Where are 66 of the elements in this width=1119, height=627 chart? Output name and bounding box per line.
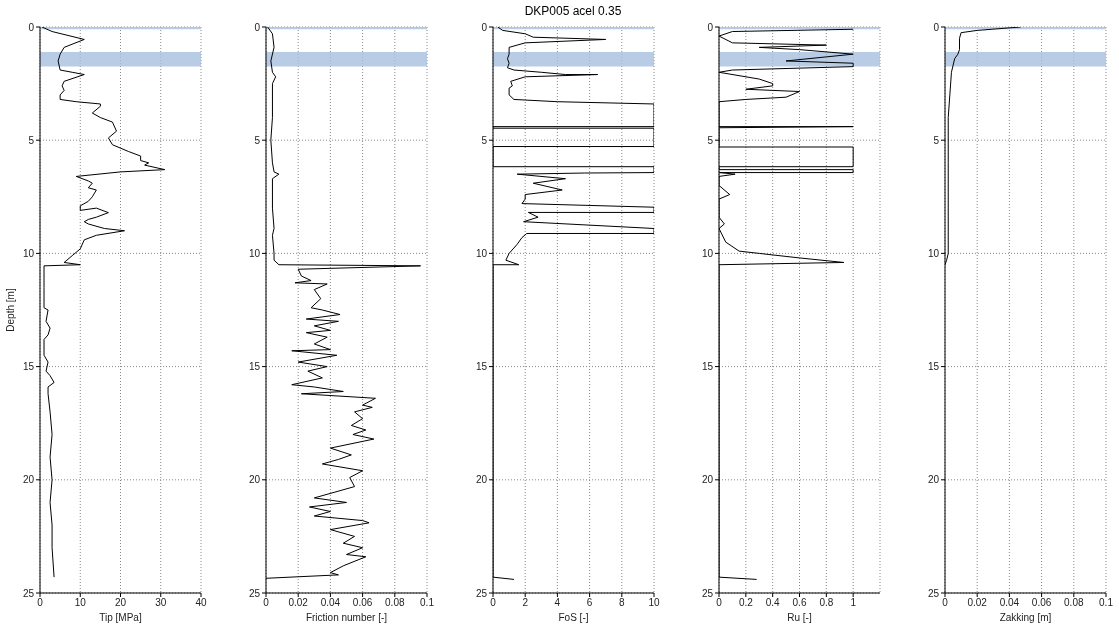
x-tick-label: 0.6 [792, 597, 807, 609]
y-tick-label: 0 [28, 21, 35, 33]
x-tick-label: 0 [263, 597, 270, 609]
y-tick-label: 5 [933, 134, 940, 146]
x-tick-label: 0.2 [738, 597, 753, 609]
x-tick-label: 4 [554, 597, 561, 609]
x-tick-label: 0 [489, 597, 496, 609]
y-tick-label: 15 [249, 361, 261, 373]
y-tick-label: 20 [927, 474, 940, 486]
y-tick-label: 25 [701, 587, 714, 599]
y-tick-label: 10 [927, 247, 940, 259]
x-tick-label: 0.08 [385, 597, 406, 609]
y-tick-label: 0 [707, 21, 714, 33]
x-tick-label: 0 [37, 597, 44, 609]
y-tick-label: 0 [933, 21, 940, 33]
x-tick-label: 1 [850, 597, 857, 609]
y-tick-label: 15 [22, 361, 35, 373]
x-tick-label: 2 [521, 597, 528, 609]
y-tick-label: 20 [475, 474, 487, 486]
y-tick-label: 5 [254, 134, 261, 146]
y-tick-label: 5 [707, 134, 714, 146]
x-tick-label: 0.04 [320, 597, 341, 609]
y-tick-label: 10 [249, 247, 261, 259]
x-axis-title: Tip [MPa] [99, 612, 142, 623]
x-tick-label: 6 [586, 597, 593, 609]
x-tick-label: 8 [618, 597, 625, 609]
x-tick-label: 0.8 [819, 597, 834, 609]
x-tick-label: 0.1 [1099, 597, 1114, 609]
y-axis-title: Depth [m] [4, 288, 16, 332]
y-tick-label: 15 [475, 361, 487, 373]
y-tick-label: 25 [22, 587, 35, 599]
y-tick-label: 10 [701, 247, 714, 259]
y-tick-label: 15 [927, 361, 940, 373]
y-tick-label: 20 [249, 474, 261, 486]
y-tick-label: 10 [22, 247, 35, 259]
x-tick-label: 10 [647, 597, 660, 609]
x-tick-label: 0 [942, 597, 949, 609]
chart-title: DKP005 acel 0.35 [523, 4, 623, 18]
y-tick-label: 0 [480, 21, 487, 33]
x-tick-label: 0 [715, 597, 722, 609]
x-tick-label: 0.04 [999, 597, 1020, 609]
y-tick-label: 15 [701, 361, 714, 373]
y-tick-label: 25 [475, 587, 487, 599]
y-tick-label: 0 [254, 21, 261, 33]
x-tick-label: 10 [74, 597, 87, 609]
x-tick-label: 0.1 [420, 597, 435, 609]
x-axis-title: Ru [-] [787, 612, 812, 623]
x-tick-label: 0.08 [1064, 597, 1084, 609]
x-tick-label: 0.06 [1031, 597, 1052, 609]
x-tick-label: 20 [114, 597, 127, 609]
x-tick-label: 0.02 [967, 597, 988, 609]
y-tick-label: 5 [28, 134, 35, 146]
y-tick-label: 5 [480, 134, 487, 146]
y-tick-label: 20 [22, 474, 35, 486]
y-tick-label: 20 [701, 474, 714, 486]
x-axis-title: Zakking [m] [999, 612, 1052, 623]
y-tick-label: 25 [249, 587, 261, 599]
y-tick-label: 25 [927, 587, 940, 599]
y-tick-label: 10 [475, 247, 487, 259]
x-tick-label: 30 [155, 597, 167, 609]
x-tick-label: 0.4 [765, 597, 780, 609]
x-tick-label: 40 [195, 597, 207, 609]
x-tick-label: 0.06 [353, 597, 374, 609]
x-axis-title: Friction number [-] [306, 612, 388, 623]
x-axis-title: FoS [-] [557, 612, 589, 623]
x-tick-label: 0.02 [288, 597, 309, 609]
